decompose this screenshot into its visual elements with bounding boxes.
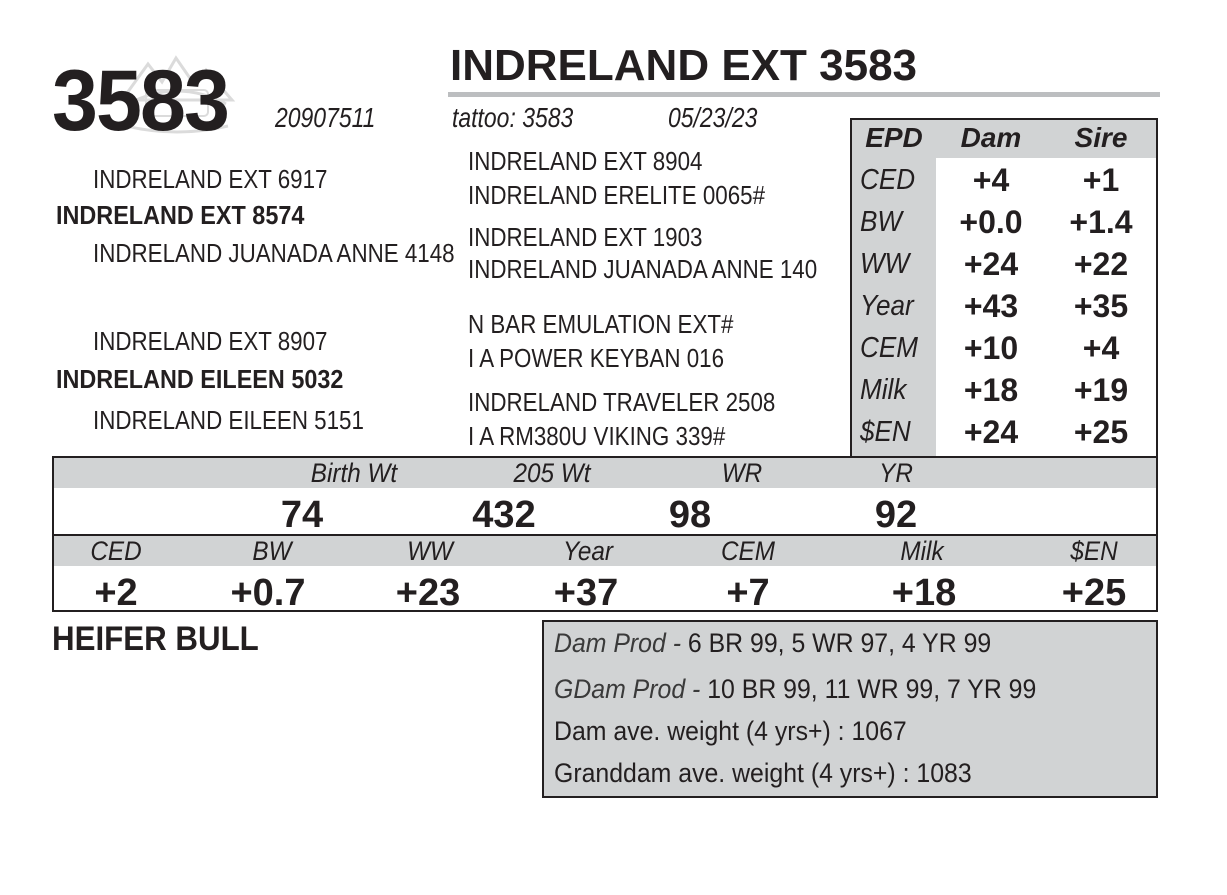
calf-epd-label: Year	[562, 536, 613, 566]
weights-label-row	[54, 458, 1156, 488]
granddam-production: GDam Prod - 10 BR 99, 11 WR 99, 7 YR 99	[554, 676, 1036, 703]
epd-table: EPD Dam Sire CED +4 +1 BW +0.0 +1.4 WW +…	[850, 118, 1158, 458]
animal-name: INDRELAND EXT 3583	[450, 41, 918, 90]
dam-production-label: Dam Prod -	[554, 628, 688, 658]
epd-sire-value: +19	[1073, 372, 1129, 408]
granddam-average-weight: Granddam ave. weight (4 yrs+) : 1083	[554, 758, 972, 788]
calf-epd-label: $EN	[1070, 536, 1118, 566]
calf-epd-value: +25	[1061, 572, 1127, 614]
weights-label: Birth Wt	[310, 458, 398, 488]
pedigree-ss-sire: INDRELAND EXT 8904	[468, 146, 703, 176]
epd-dam-value: +18	[963, 372, 1019, 408]
epd-sire-value: +35	[1073, 288, 1129, 324]
epd-dam-value: +0.0	[959, 204, 1023, 240]
epd-dam-value: +10	[963, 330, 1019, 366]
weights-value: 432	[472, 494, 536, 536]
pedigree-ss-dam: INDRELAND ERELITE 0065#	[468, 180, 766, 210]
calf-epd-label-row	[54, 536, 1156, 566]
designation: HEIFER BULL	[52, 620, 259, 658]
granddam-production-value: 10 BR 99, 11 WR 99, 7 YR 99	[707, 674, 1037, 704]
epd-row-label: Year	[860, 290, 914, 322]
weights-value: 98	[668, 494, 712, 536]
dam-production-value: 6 BR 99, 5 WR 97, 4 YR 99	[687, 628, 992, 658]
epd-label-column	[852, 156, 936, 458]
epd-table-header	[852, 120, 1156, 158]
epd-row-label: Milk	[860, 374, 907, 406]
registration-number: 20907511	[275, 102, 376, 133]
weights-label: 205 Wt	[513, 458, 591, 488]
tattoo: tattoo: 3583	[452, 102, 574, 133]
pedigree-sire-sire: INDRELAND EXT 6917	[93, 164, 328, 194]
epd-dam-value: +4	[972, 162, 1010, 198]
epd-dam-value: +43	[963, 288, 1019, 324]
production-box: Dam Prod - 6 BR 99, 5 WR 97, 4 YR 99 GDa…	[542, 620, 1158, 798]
epd-header-sire: Sire	[1074, 122, 1128, 153]
granddam-production-label: GDam Prod -	[554, 674, 708, 704]
pedigree-dd-sire: INDRELAND TRAVELER 2508	[468, 387, 776, 417]
epd-sire-value: +1	[1082, 162, 1120, 198]
calf-epd-band: CED BW WW Year CEM Milk $EN +2 +0.7 +23 …	[52, 534, 1158, 612]
pedigree-ds-dam: I A POWER KEYBAN 016	[468, 343, 725, 373]
calf-epd-label: BW	[252, 536, 292, 566]
pedigree-ds-sire: N BAR EMULATION EXT#	[468, 309, 734, 339]
pedigree-dam-sire: INDRELAND EXT 8907	[93, 326, 328, 356]
lot-number: 3583	[52, 53, 230, 149]
epd-row-label: BW	[860, 206, 903, 238]
dam-average-weight: Dam ave. weight (4 yrs+) : 1067	[554, 716, 907, 746]
calf-epd-value: +37	[553, 572, 619, 614]
weights-band: Birth Wt 205 Wt WR YR 74 432 98 92	[52, 456, 1158, 536]
epd-row-label: WW	[860, 248, 910, 280]
weights-label: YR	[879, 458, 913, 488]
pedigree-sire: INDRELAND EXT 8574	[56, 200, 305, 230]
calf-epd-value: +18	[891, 572, 957, 614]
epd-dam-value: +24	[963, 414, 1019, 450]
birth-date: 05/23/23	[668, 102, 758, 133]
pedigree-dam-dam: INDRELAND EILEEN 5151	[93, 405, 364, 435]
pedigree-sd-dam: INDRELAND JUANADA ANNE 140	[468, 254, 818, 284]
title-divider	[448, 92, 1160, 97]
calf-epd-label: CEM	[721, 536, 775, 566]
dam-production: Dam Prod - 6 BR 99, 5 WR 97, 4 YR 99	[554, 630, 991, 657]
ranch-logo-watermark-icon	[119, 55, 236, 134]
epd-row-label: CEM	[860, 332, 919, 364]
pedigree-dd-dam: I A RM380U VIKING 339#	[468, 421, 726, 451]
pedigree-sire-dam: INDRELAND JUANADA ANNE 4148	[93, 238, 455, 268]
calf-epd-value: +0.7	[230, 572, 306, 614]
epd-row-label: CED	[860, 164, 916, 196]
epd-sire-value: +25	[1073, 414, 1129, 450]
calf-epd-value: +7	[726, 572, 770, 614]
epd-sire-value: +22	[1073, 246, 1129, 282]
calf-epd-value: +23	[395, 572, 461, 614]
weights-value: 92	[874, 494, 918, 536]
epd-dam-value: +24	[963, 246, 1019, 282]
epd-sire-value: +1.4	[1069, 204, 1133, 240]
weights-label: WR	[721, 458, 763, 488]
calf-epd-label: Milk	[900, 536, 944, 566]
epd-sire-value: +4	[1082, 330, 1120, 366]
epd-row-label: $EN	[860, 416, 911, 448]
calf-epd-label: CED	[90, 536, 142, 566]
calf-epd-label: WW	[407, 536, 453, 566]
epd-header-epd: EPD	[865, 122, 923, 153]
pedigree-sd-sire: INDRELAND EXT 1903	[468, 222, 703, 252]
pedigree-dam: INDRELAND EILEEN 5032	[56, 364, 344, 394]
weights-value: 74	[280, 494, 324, 536]
epd-header-dam: Dam	[960, 122, 1022, 153]
calf-epd-value: +2	[94, 572, 138, 614]
